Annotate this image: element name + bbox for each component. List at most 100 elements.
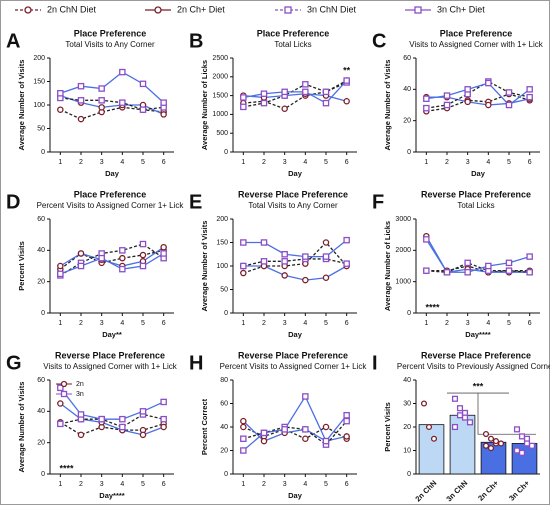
series-line (243, 258, 347, 267)
y-tick-label: 80 (220, 377, 228, 384)
x-tick-label: 2 (262, 159, 266, 166)
x-tick-label: 2 (79, 481, 83, 488)
x-tick-label: 5 (141, 159, 145, 166)
x-tick-label: 3 (100, 159, 104, 166)
data-point (57, 400, 64, 407)
y-axis-label: Average Number of Visits (17, 60, 26, 151)
y-tick-label: 0 (224, 310, 228, 317)
data-point (77, 82, 85, 90)
legend-marker (414, 6, 422, 14)
data-point (430, 435, 438, 442)
series-line (243, 420, 348, 446)
data-point (57, 420, 64, 428)
data-point (423, 104, 430, 112)
panel-subtitle: Visits to Assigned Corner with 1+ Lick (409, 40, 543, 49)
data-point (322, 274, 330, 281)
data-point (77, 431, 85, 439)
data-point (160, 398, 167, 406)
y-tick-label: 60 (37, 216, 45, 223)
y-tick-label: 40 (220, 424, 228, 431)
series-line (59, 243, 165, 276)
x-tick-label: 3 (100, 320, 104, 327)
annotation: **** (60, 464, 75, 474)
y-tick-label: 20 (403, 424, 411, 431)
data-point (464, 269, 471, 276)
x-tick-label: 1 (241, 481, 245, 488)
panel-letter: A (6, 30, 20, 52)
data-point (281, 88, 288, 96)
bar (418, 424, 445, 475)
y-tick-label: 60 (403, 55, 411, 62)
panel-subtitle: Percent Visits to Assigned Corner 1+ Lic… (37, 201, 185, 210)
y-tick-label: 50 (37, 125, 45, 132)
inset-legend-label: 2n (76, 381, 84, 388)
panel-letter: F (372, 191, 384, 213)
data-point (343, 77, 350, 84)
x-tick-label: 4 (303, 159, 307, 166)
data-point (425, 423, 433, 431)
y-tick-label: 20 (220, 447, 228, 454)
data-point (343, 260, 350, 267)
series-line (426, 93, 530, 112)
series-line (243, 265, 347, 281)
data-point (505, 89, 513, 96)
panel-letter: H (189, 352, 203, 374)
data-point (281, 105, 288, 113)
data-point (497, 440, 505, 447)
y-tick-label: 0 (41, 310, 45, 317)
data-point (57, 270, 64, 278)
annotation: *** (473, 381, 484, 391)
data-point (240, 447, 247, 454)
panel: G Reverse Place Preference Visits to Assig… (6, 350, 178, 500)
data-point (518, 449, 526, 456)
x-tick-label: 4 (486, 320, 490, 327)
series-line (59, 421, 164, 436)
x-axis-label: Day (288, 491, 303, 500)
panel-letter: C (372, 30, 386, 52)
series-line (60, 97, 164, 111)
data-point (302, 435, 309, 442)
data-point (464, 98, 471, 106)
data-point (485, 262, 492, 270)
data-point (526, 86, 533, 93)
panel-subtitle: Percent Visits to Previously Assigned Co… (397, 362, 550, 371)
x-tick-label: 6 (528, 159, 532, 166)
data-point (505, 101, 513, 109)
data-point (119, 99, 126, 106)
y-tick-label: 20 (37, 279, 45, 286)
data-point (160, 243, 167, 251)
data-point (77, 97, 85, 104)
series-line (59, 246, 165, 267)
y-tick-label: 150 (33, 78, 45, 85)
y-tick-label: 100 (33, 102, 45, 109)
x-tick-label: 2 (79, 320, 83, 327)
series-line (60, 252, 165, 275)
data-point (523, 440, 531, 447)
data-point (343, 417, 350, 425)
legend-marker (284, 6, 292, 14)
data-point (492, 438, 500, 445)
y-axis-label: Average Number of Visits (383, 60, 392, 151)
series-line (243, 80, 348, 104)
y-tick-label: 40 (403, 86, 411, 93)
series-line (243, 241, 348, 274)
data-point (518, 433, 526, 440)
data-point (160, 423, 167, 431)
x-tick-label: 5 (141, 481, 145, 488)
x-tick-label: 1 (424, 320, 428, 327)
panel-title: Reverse Place Preference (238, 350, 348, 360)
data-point (322, 253, 330, 260)
y-tick-label: 0 (41, 471, 45, 478)
inset-legend-marker (60, 380, 68, 388)
y-tick-label: 2500 (212, 55, 228, 62)
data-point (57, 90, 64, 97)
data-point (260, 437, 268, 445)
data-point (57, 106, 64, 113)
panel-subtitle: Visits to Assigned Corner with 1+ Lick (43, 362, 177, 371)
y-tick-label: 50 (220, 286, 228, 293)
x-tick-label: 6 (345, 320, 349, 327)
data-point (505, 267, 513, 274)
x-tick-label: 3 (466, 320, 470, 327)
y-tick-label: 60 (220, 400, 228, 407)
y-tick-label: 60 (37, 377, 45, 384)
